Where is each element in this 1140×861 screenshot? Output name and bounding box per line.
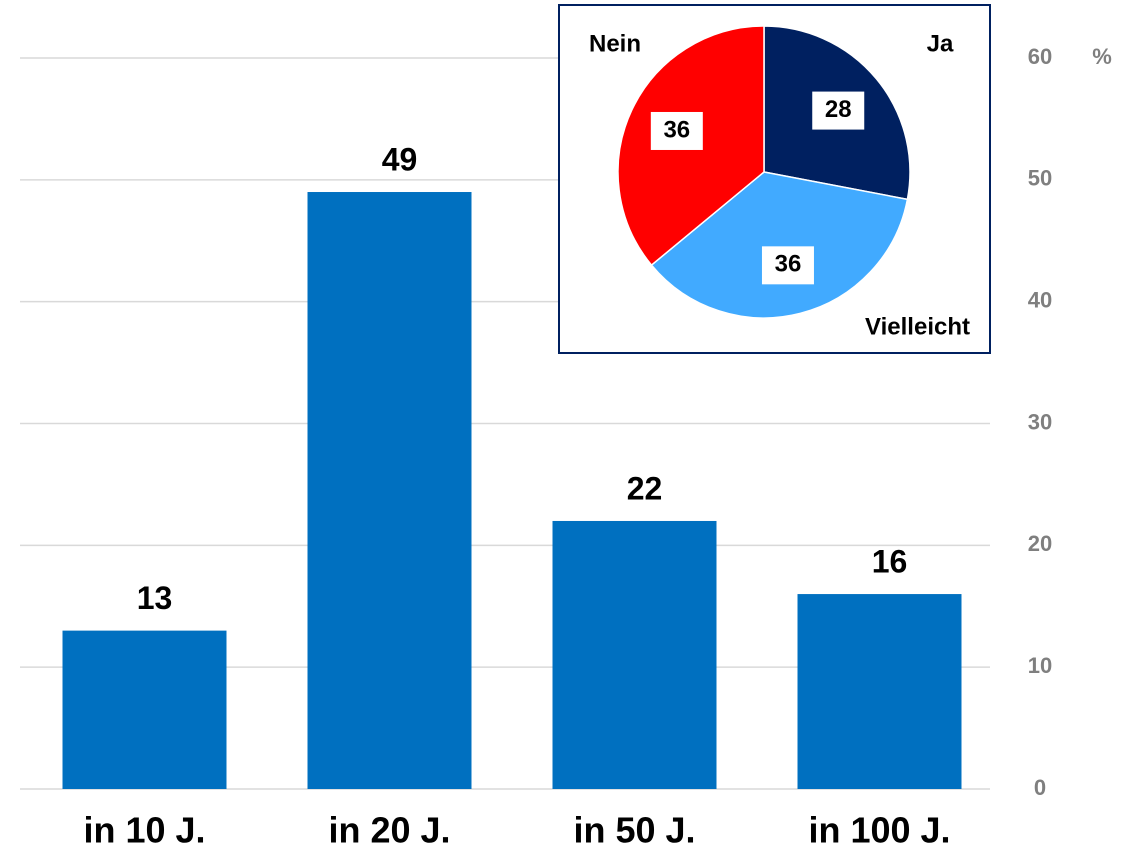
bar — [307, 192, 472, 789]
value-label: 13 — [137, 580, 173, 616]
legend-label: Nein — [589, 30, 641, 57]
value-label: 36 — [663, 116, 690, 143]
x-tick-label: in 20 J. — [328, 810, 450, 851]
value-label: 49 — [382, 141, 418, 177]
legend-label: Ja — [927, 30, 954, 57]
y-tick-label: 40 — [1028, 287, 1052, 312]
value-label: 28 — [825, 96, 852, 123]
x-tick-label: in 100 J. — [808, 810, 950, 851]
y-axis-unit: % — [1092, 44, 1112, 69]
x-tick-label: in 50 J. — [573, 810, 695, 851]
pie-slice — [650, 171, 909, 319]
bar — [797, 594, 962, 789]
y-tick-label: 50 — [1028, 166, 1052, 191]
y-tick-label: 60 — [1028, 44, 1052, 69]
y-tick-label: 10 — [1028, 653, 1052, 678]
value-label-box — [761, 246, 814, 285]
legend-label: Vielleicht — [865, 313, 970, 340]
x-tick-label: in 10 J. — [83, 810, 205, 851]
value-label: 16 — [872, 544, 908, 580]
bar — [552, 520, 717, 789]
y-tick-label: 30 — [1028, 409, 1052, 434]
value-label: 22 — [627, 470, 663, 506]
bar — [62, 630, 227, 789]
value-label: 36 — [775, 251, 802, 278]
y-tick-label: 0 — [1034, 775, 1046, 800]
value-label-box — [650, 111, 703, 150]
value-label-box — [812, 91, 865, 130]
y-tick-label: 20 — [1028, 531, 1052, 556]
